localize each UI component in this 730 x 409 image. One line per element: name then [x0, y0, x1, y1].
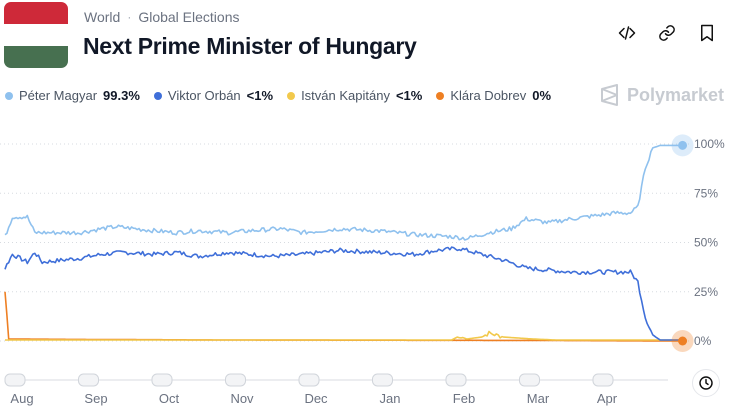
- time-range-button[interactable]: [692, 369, 720, 397]
- legend-name: Péter Magyar: [19, 88, 98, 103]
- clock-icon: [699, 376, 713, 390]
- legend-name: István Kapitány: [301, 88, 390, 103]
- series-line-p-ter-magyar: [4, 144, 683, 241]
- bookmark-button[interactable]: [696, 22, 718, 44]
- polymarket-watermark: Polymarket: [600, 84, 724, 106]
- series-line-istv-n-kapit-ny: [5, 330, 683, 341]
- flag-stripe-white: [4, 24, 68, 46]
- x-tick-label: Jan: [380, 391, 401, 406]
- x-tick-label: Nov: [230, 391, 254, 406]
- legend-swatch: [5, 91, 13, 100]
- time-slider-handle: [78, 373, 99, 387]
- x-tick-label: Oct: [159, 391, 180, 406]
- price-chart: 100% 75% 50% 25% 0% Aug Sep Oct Nov Dec Jan Feb Mar…: [0, 134, 725, 406]
- flag-stripe-red: [4, 2, 68, 24]
- y-tick-label: 75%: [694, 186, 718, 200]
- x-tick-label: Dec: [304, 391, 328, 406]
- breadcrumb: World · Global Elections: [84, 9, 239, 25]
- breadcrumb-world[interactable]: World: [84, 9, 121, 25]
- series-line-kl-ra-dobrev: [4, 291, 683, 342]
- time-slider-handle: [519, 373, 540, 387]
- endpoint-dot: [678, 140, 688, 150]
- breadcrumb-global-elections[interactable]: Global Elections: [138, 9, 240, 25]
- legend-value: <1%: [246, 88, 274, 103]
- legend-swatch: [153, 91, 162, 100]
- legend-item-peter-magyar[interactable]: Péter Magyar 99.3%: [5, 88, 140, 103]
- legend-name: Klára Dobrev: [450, 88, 527, 103]
- time-slider-handle: [445, 373, 467, 387]
- link-icon: [659, 25, 675, 41]
- y-tick-label: 50%: [694, 236, 718, 250]
- legend-name: Viktor Orbán: [167, 88, 241, 103]
- x-tick-label: Feb: [453, 391, 475, 406]
- brand-name: Polymarket: [626, 84, 724, 105]
- breadcrumb-separator: ·: [127, 10, 132, 24]
- page-title: Next Prime Minister of Hungary: [83, 33, 417, 59]
- time-slider-handle: [151, 373, 173, 387]
- flag-stripe-green: [4, 46, 68, 68]
- y-tick-label: 0%: [694, 334, 712, 348]
- time-slider-handle: [592, 373, 614, 387]
- legend-swatch: [287, 91, 296, 100]
- y-tick-label: 25%: [694, 285, 718, 299]
- embed-button[interactable]: [616, 22, 638, 44]
- legend-value: 99.3%: [103, 88, 140, 103]
- x-tick-label: Apr: [597, 391, 618, 406]
- endpoint-dot: [678, 336, 688, 346]
- time-slider-handle: [372, 373, 393, 387]
- bookmark-icon: [701, 24, 713, 42]
- time-slider-handle: [225, 373, 246, 387]
- y-tick-label: 100%: [694, 137, 725, 151]
- legend-swatch: [436, 91, 445, 100]
- series-line-viktor-orb-n: [4, 246, 683, 341]
- header-actions: [616, 22, 718, 44]
- time-slider-handle: [298, 373, 320, 387]
- legend-item-klara-dobrev[interactable]: Klára Dobrev 0%: [436, 88, 551, 103]
- time-slider-handle: [4, 373, 26, 387]
- polymarket-logo-icon: [600, 84, 618, 106]
- x-tick-label: Mar: [527, 391, 550, 406]
- legend: Péter Magyar 99.3% Viktor Orbán <1% Istv…: [5, 88, 565, 103]
- legend-item-viktor-orban[interactable]: Viktor Orbán <1%: [153, 88, 274, 103]
- code-icon: [618, 26, 636, 40]
- copy-link-button[interactable]: [656, 22, 678, 44]
- legend-value: 0%: [532, 88, 552, 103]
- x-tick-label: Sep: [84, 391, 107, 406]
- x-tick-label: Aug: [10, 391, 33, 406]
- hungary-flag: [4, 2, 68, 68]
- legend-value: <1%: [395, 88, 423, 103]
- legend-item-istvan-kapitany[interactable]: István Kapitány <1%: [287, 88, 422, 103]
